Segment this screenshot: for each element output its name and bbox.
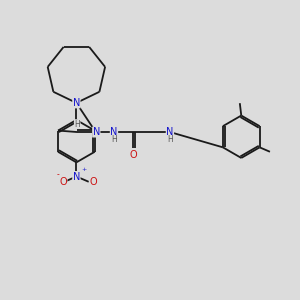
Text: H: H [111, 136, 117, 145]
Text: N: N [166, 127, 174, 137]
Text: N: N [73, 172, 80, 182]
Text: N: N [110, 127, 118, 137]
Text: +: + [81, 167, 87, 172]
Text: H: H [167, 136, 173, 145]
Text: O: O [89, 177, 97, 187]
Text: -: - [57, 170, 59, 179]
Text: H: H [74, 120, 80, 129]
Text: N: N [93, 127, 100, 137]
Text: O: O [129, 150, 137, 160]
Text: N: N [73, 98, 80, 108]
Text: O: O [59, 177, 67, 188]
